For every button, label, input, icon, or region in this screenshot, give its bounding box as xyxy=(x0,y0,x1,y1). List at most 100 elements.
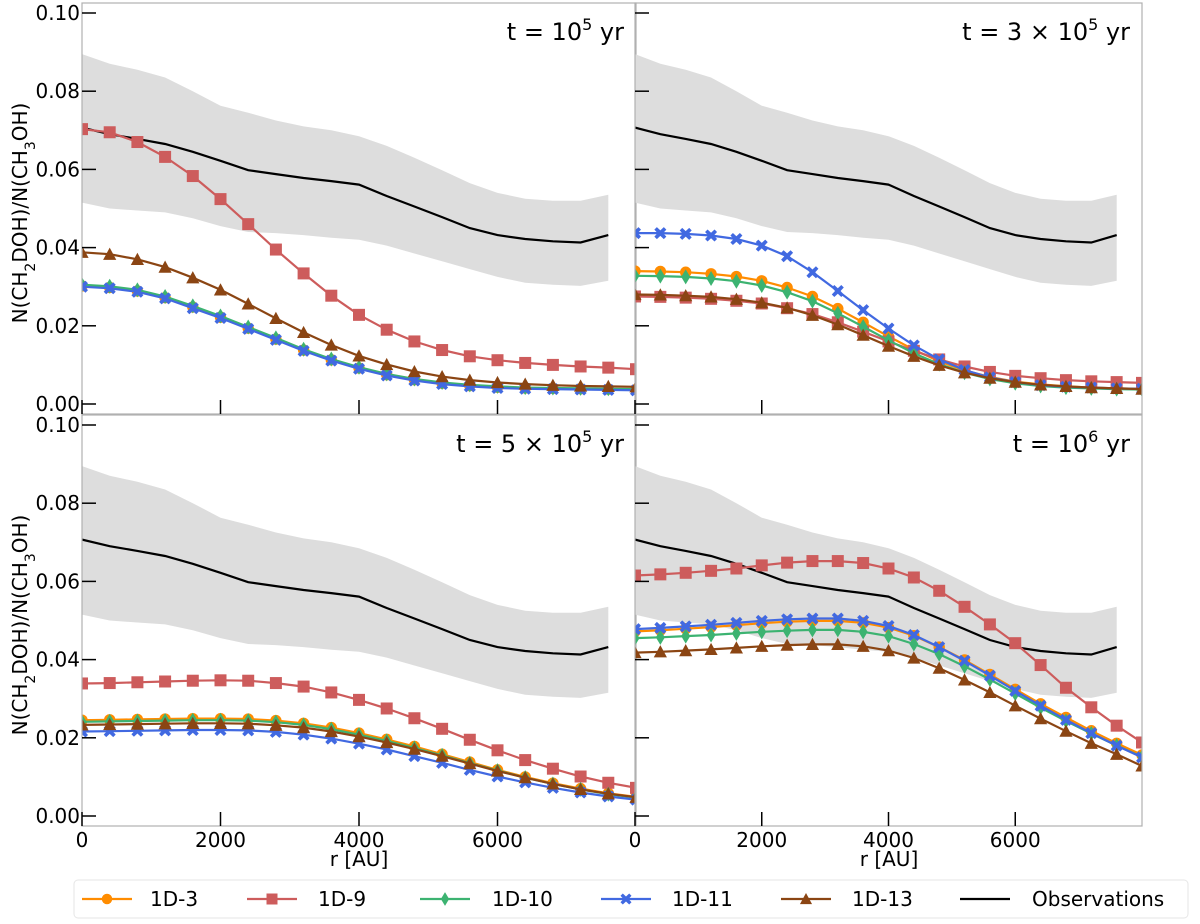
data-point-1d-13 xyxy=(269,718,283,731)
series-1d-9 xyxy=(635,555,1142,749)
data-point-1d-13 xyxy=(932,358,946,371)
data-point-1d-9 xyxy=(463,733,476,746)
series-line-observations xyxy=(635,538,1118,656)
data-point-1d-9 xyxy=(933,584,946,597)
data-point-1d-9 xyxy=(325,289,338,302)
data-point-1d-13 xyxy=(957,673,972,686)
data-point-1d-10 xyxy=(731,625,741,641)
legend-item-1d-11: 1D-11 xyxy=(601,887,733,911)
series-1d-10 xyxy=(635,622,1142,765)
data-point-1d-9 xyxy=(705,564,718,577)
panel-title: t = 106 yr xyxy=(1013,427,1130,458)
data-point-1d-13 xyxy=(130,717,144,730)
data-point-1d-13 xyxy=(324,338,338,351)
data-point-1d-9 xyxy=(574,360,587,373)
data-point-1d-13 xyxy=(932,661,946,674)
data-point-1d-10 xyxy=(635,630,640,646)
x-axis-label-right: r [AU] xyxy=(860,847,919,871)
data-point-1d-10 xyxy=(909,636,919,652)
data-point-1d-9 xyxy=(882,562,895,575)
x-tick-label: 4000 xyxy=(863,828,914,852)
data-point-1d-10 xyxy=(757,278,767,294)
legend-marker-1d-9 xyxy=(266,893,278,905)
data-point-1d-13 xyxy=(805,637,820,650)
data-point-1d-13 xyxy=(805,308,820,321)
data-point-1d-9 xyxy=(574,770,587,783)
data-point-1d-10 xyxy=(807,622,817,638)
data-point-1d-9 xyxy=(730,562,743,575)
data-point-1d-11 xyxy=(705,229,718,242)
data-point-1d-11 xyxy=(857,304,870,317)
y-tick-label: 0.06 xyxy=(35,569,80,593)
data-point-1d-10 xyxy=(681,628,691,644)
data-point-1d-13 xyxy=(653,288,667,301)
data-point-1d-9 xyxy=(1059,681,1072,694)
data-point-1d-9 xyxy=(546,762,559,775)
data-point-1d-13 xyxy=(856,328,870,341)
panel-title-exponent: 5 xyxy=(1088,15,1098,34)
data-point-1d-11 xyxy=(755,614,768,627)
legend-label: 1D-13 xyxy=(852,887,913,911)
data-point-1d-13 xyxy=(601,379,615,393)
data-point-1d-13 xyxy=(983,685,997,699)
panel-4: 0 2000 4000 6000 t = 106 yr xyxy=(629,414,1143,852)
panel-3: 0.00 0.02 0.04 0.06 0.08 0.10 0 2000 4000 6000 t =… xyxy=(35,413,637,852)
x-tick-label: 2000 xyxy=(195,828,246,852)
panel-title-prefix: t = 10 xyxy=(507,18,582,46)
data-point-1d-13 xyxy=(601,787,615,800)
data-point-1d-9 xyxy=(353,308,365,321)
panel-title-suffix: yr xyxy=(1098,18,1130,46)
plot-area xyxy=(635,466,1142,772)
panel-title-suffix: yr xyxy=(1098,430,1130,458)
data-point-1d-9 xyxy=(103,677,116,690)
data-point-1d-9 xyxy=(297,680,310,693)
data-point-1d-10 xyxy=(706,270,716,286)
data-point-1d-13 xyxy=(186,716,200,729)
data-point-1d-13 xyxy=(380,357,394,371)
data-point-1d-13 xyxy=(213,716,228,729)
series-1d-11 xyxy=(635,612,1142,764)
observation-uncertainty-band xyxy=(635,54,1117,286)
data-point-1d-11 xyxy=(679,620,692,633)
data-point-1d-11 xyxy=(82,280,88,293)
data-point-1d-13 xyxy=(82,245,89,258)
legend-marker-1d-3 xyxy=(101,893,113,905)
data-point-1d-9 xyxy=(1009,637,1022,650)
data-point-1d-13 xyxy=(546,378,560,391)
data-point-1d-11 xyxy=(1110,739,1123,752)
series-1d-9 xyxy=(82,674,636,794)
data-point-1d-9 xyxy=(82,677,88,690)
data-point-1d-13 xyxy=(780,301,794,314)
data-point-1d-11 xyxy=(806,612,819,625)
panels: 0.000.020.040.060.080.10t = 105 yr t = 3 … xyxy=(35,1,1143,852)
series-1d-9 xyxy=(82,123,636,376)
data-point-1d-13 xyxy=(490,764,505,777)
x-tick-label: 4000 xyxy=(334,828,385,852)
data-point-1d-13 xyxy=(1135,759,1142,772)
data-point-1d-13 xyxy=(297,325,311,339)
data-point-1d-11 xyxy=(831,612,844,625)
data-point-1d-13 xyxy=(957,366,972,379)
data-point-1d-13 xyxy=(297,721,311,734)
data-point-1d-9 xyxy=(958,600,971,613)
data-point-1d-9 xyxy=(857,557,870,570)
data-point-1d-9 xyxy=(679,566,692,579)
data-point-1d-9 xyxy=(602,361,615,374)
data-point-1d-10 xyxy=(858,624,868,640)
data-point-1d-9 xyxy=(325,686,338,699)
data-point-1d-11 xyxy=(1009,684,1022,697)
data-point-1d-9 xyxy=(755,559,768,572)
data-point-1d-10 xyxy=(858,319,868,335)
legend-item-1d-3: 1D-3 xyxy=(82,887,198,911)
data-point-1d-13 xyxy=(653,645,667,658)
y-tick-label: 0.10 xyxy=(35,413,80,437)
data-point-1d-13 xyxy=(158,717,172,730)
y-tick-label: 0.04 xyxy=(35,236,80,260)
data-point-1d-13 xyxy=(213,283,228,296)
data-point-1d-13 xyxy=(881,644,896,657)
panel-title: t = 5 × 105 yr xyxy=(456,427,624,458)
data-point-1d-9 xyxy=(519,754,532,767)
series-1d-13 xyxy=(82,245,636,393)
data-point-1d-13 xyxy=(831,318,845,331)
